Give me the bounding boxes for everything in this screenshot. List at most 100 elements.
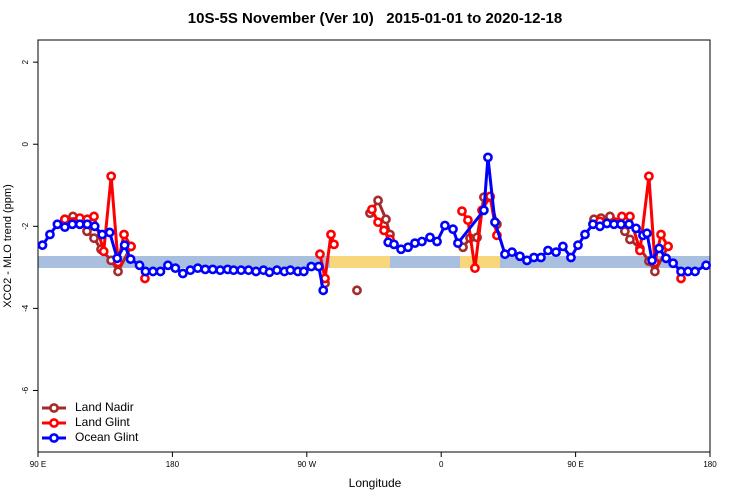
data-point <box>306 261 317 272</box>
data-point <box>373 195 383 206</box>
data-point <box>163 260 173 271</box>
data-point <box>448 224 458 235</box>
data-point <box>177 268 188 279</box>
data-point <box>656 229 666 240</box>
data-point <box>573 240 583 251</box>
data-point <box>514 251 525 262</box>
data-point <box>625 211 635 222</box>
data-point <box>170 263 181 274</box>
data-point <box>619 226 630 237</box>
data-point <box>112 253 123 264</box>
data-point <box>663 241 673 252</box>
data-point <box>417 236 427 247</box>
data-point <box>67 219 78 230</box>
data-point <box>389 239 399 250</box>
data-point <box>649 266 660 277</box>
data-point <box>113 266 123 277</box>
data-point <box>483 152 493 163</box>
legend-label: Land Nadir <box>75 400 134 414</box>
data-point <box>215 265 226 276</box>
data-point <box>373 217 383 228</box>
data-point <box>207 264 218 275</box>
data-point <box>251 266 261 277</box>
data-point <box>125 254 136 265</box>
legend-marker <box>49 403 59 413</box>
data-point <box>543 245 553 256</box>
data-point <box>329 239 339 250</box>
data-point <box>155 266 166 277</box>
x-axis-label: Longitude <box>349 476 402 490</box>
data-point <box>566 252 576 263</box>
x-tick-label: 90 W <box>297 460 316 469</box>
land-strip <box>330 256 390 268</box>
data-point <box>285 265 296 276</box>
data-point <box>490 217 500 228</box>
data-point <box>558 241 568 252</box>
y-tick-label: -4 <box>21 304 30 312</box>
data-point <box>228 265 239 276</box>
legend-label: Ocean Glint <box>75 430 139 444</box>
data-point <box>89 233 99 244</box>
data-point <box>457 206 467 217</box>
data-point <box>432 236 442 247</box>
data-point <box>236 265 246 276</box>
data-point <box>97 229 108 240</box>
data-point <box>140 266 151 277</box>
data-point <box>313 261 324 272</box>
y-tick-label: 2 <box>21 59 30 64</box>
data-point <box>326 229 336 240</box>
data-point <box>551 247 561 258</box>
data-point <box>479 205 489 216</box>
y-axis-label: XCO2 - MLO trend (ppm) <box>2 184 14 307</box>
data-point <box>318 285 329 296</box>
data-point <box>379 225 389 236</box>
x-tick-label: 180 <box>703 460 717 469</box>
y-tick-label: 0 <box>21 141 30 146</box>
data-point <box>119 229 129 240</box>
data-point <box>315 249 325 260</box>
data-point <box>690 266 700 277</box>
x-tick-label: 90 E <box>30 460 46 469</box>
plot-frame <box>37 39 711 453</box>
data-point <box>89 221 100 232</box>
data-point <box>37 240 48 251</box>
data-point <box>701 260 712 271</box>
data-point <box>654 243 664 254</box>
data-point <box>642 228 652 239</box>
y-tick-label: -2 <box>21 222 30 230</box>
data-point <box>243 265 254 276</box>
data-point <box>104 227 115 238</box>
data-point <box>89 211 99 222</box>
legend-marker <box>49 418 59 428</box>
y-tick-label: -6 <box>21 386 30 394</box>
legend-marker <box>49 433 59 443</box>
data-point <box>82 219 93 230</box>
legend-label: Land Glint <box>75 415 130 429</box>
data-point <box>52 219 63 230</box>
data-point <box>134 260 145 271</box>
data-point <box>453 238 463 249</box>
data-point <box>352 285 362 296</box>
data-point <box>470 263 480 274</box>
data-point <box>367 204 377 215</box>
data-point <box>580 229 590 240</box>
data-point <box>98 246 109 257</box>
data-point <box>440 220 450 231</box>
data-point <box>507 247 517 258</box>
data-point <box>644 171 654 182</box>
data-point <box>616 211 627 222</box>
data-point <box>298 266 309 277</box>
data-point <box>59 222 70 233</box>
plot-marks <box>37 152 712 296</box>
data-point <box>106 171 117 182</box>
data-point <box>272 265 282 276</box>
data-point <box>148 266 158 277</box>
data-point <box>425 232 435 243</box>
data-point <box>463 215 473 226</box>
data-point <box>74 219 85 230</box>
data-point <box>536 252 546 263</box>
x-tick-label: 90 E <box>567 460 583 469</box>
data-point <box>381 214 391 225</box>
x-tick-label: 0 <box>439 460 444 469</box>
